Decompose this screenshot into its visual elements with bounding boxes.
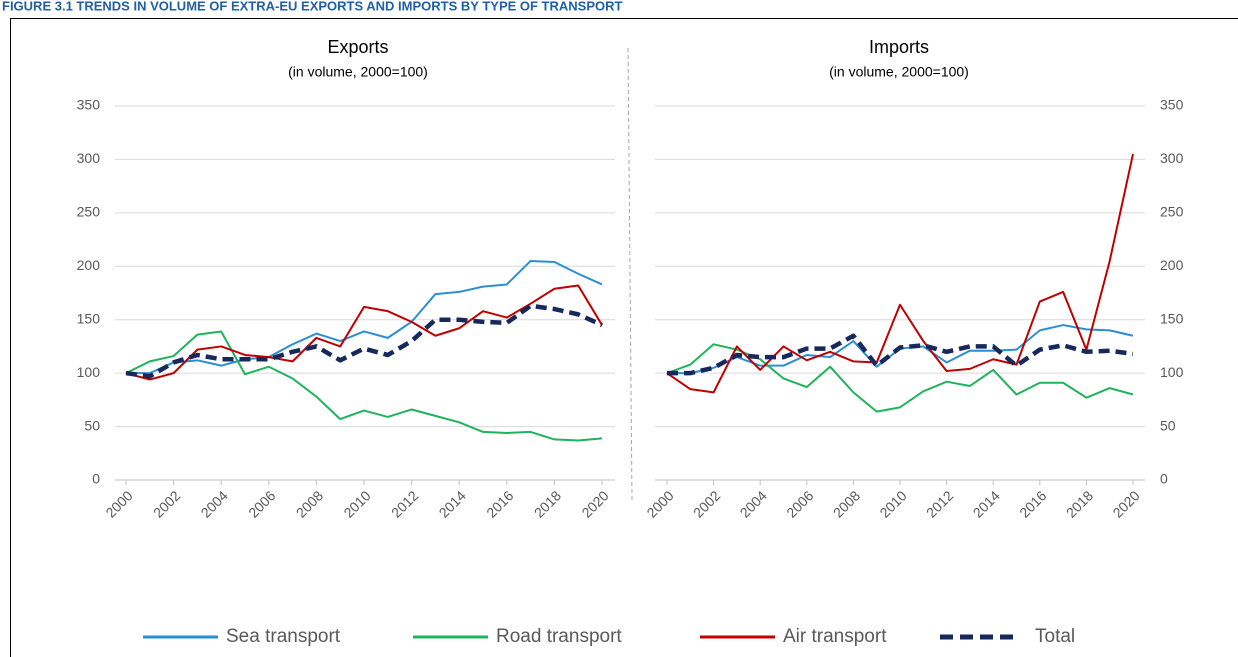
x-tick-label: 2014: [970, 487, 1003, 520]
series-line: [666, 343, 1134, 413]
legend-label: Total: [1035, 626, 1075, 647]
x-tick-label: 2012: [388, 487, 421, 520]
y-tick-label: 50: [84, 417, 100, 433]
x-tick-label: 2016: [483, 487, 516, 520]
x-tick-label: 2018: [531, 487, 564, 520]
x-tick-label: 2002: [690, 487, 723, 520]
legend-label: Air transport: [783, 626, 887, 647]
y-tick-label: 200: [1160, 257, 1184, 273]
panel-title: Exports: [327, 37, 388, 57]
y-tick-label: 150: [1160, 310, 1184, 326]
x-tick-label: 2010: [876, 487, 909, 520]
x-tick-label: 2006: [245, 487, 278, 520]
y-tick-label: 50: [1160, 417, 1176, 433]
x-tick-label: 2016: [1016, 487, 1049, 520]
y-tick-label: 300: [1160, 150, 1184, 166]
series-line: [125, 303, 603, 379]
x-tick-label: 2020: [578, 487, 611, 520]
legend-label: Sea transport: [226, 626, 341, 647]
y-tick-label: 150: [77, 310, 101, 326]
y-tick-label: 100: [77, 364, 101, 380]
y-tick-label: 0: [1160, 471, 1168, 487]
y-tick-label: 250: [1160, 204, 1184, 220]
x-tick-label: 2004: [737, 487, 770, 520]
y-tick-label: 250: [77, 204, 101, 220]
y-tick-label: 350: [1160, 97, 1184, 113]
series-line: [666, 153, 1134, 394]
x-tick-label: 2018: [1063, 487, 1096, 520]
panel-subtitle: (in volume, 2000=100): [288, 64, 428, 80]
x-tick-label: 2010: [340, 487, 373, 520]
x-tick-label: 2020: [1109, 487, 1142, 520]
panel-subtitle: (in volume, 2000=100): [829, 64, 969, 80]
x-tick-label: 2004: [198, 487, 231, 520]
series-line: [125, 284, 603, 381]
x-tick-label: 2008: [830, 487, 863, 520]
x-tick-label: 2014: [436, 487, 469, 520]
x-tick-label: 2012: [923, 487, 956, 520]
y-tick-label: 0: [92, 471, 100, 487]
x-tick-label: 2002: [150, 487, 183, 520]
legend-label: Road transport: [496, 626, 622, 647]
series-line: [125, 330, 603, 442]
y-tick-label: 200: [77, 257, 101, 273]
x-tick-label: 2000: [102, 487, 135, 520]
frame: [10, 18, 1238, 657]
y-tick-label: 350: [77, 97, 101, 113]
series-line: [126, 259, 603, 375]
y-tick-label: 300: [77, 150, 101, 166]
panel-separator: [627, 47, 633, 501]
figure-title: FIGURE 3.1 TRENDS IN VOLUME OF EXTRA-EU …: [2, 0, 623, 13]
x-tick-label: 2008: [293, 487, 326, 520]
series-line: [667, 333, 1134, 376]
x-tick-label: 2000: [643, 487, 676, 520]
panel-title: Imports: [869, 37, 929, 57]
x-tick-label: 2006: [783, 487, 816, 520]
y-tick-label: 100: [1160, 364, 1184, 380]
